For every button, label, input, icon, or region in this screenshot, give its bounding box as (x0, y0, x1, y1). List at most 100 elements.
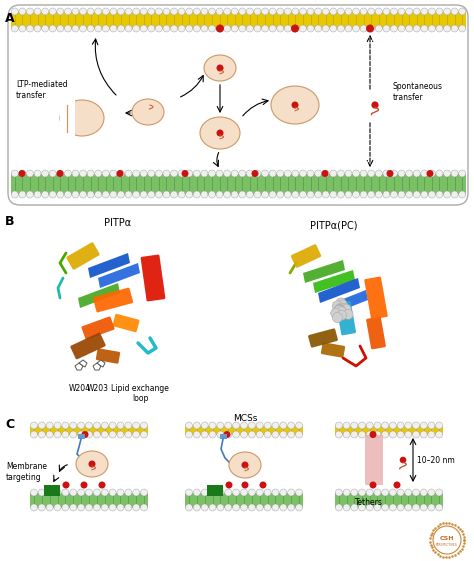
Circle shape (246, 25, 254, 32)
Circle shape (185, 504, 192, 511)
Circle shape (95, 191, 102, 198)
Circle shape (459, 25, 466, 32)
Circle shape (370, 431, 376, 438)
Circle shape (63, 481, 70, 489)
Circle shape (80, 25, 87, 32)
Circle shape (30, 489, 37, 496)
Circle shape (248, 489, 255, 496)
Circle shape (386, 170, 393, 177)
Circle shape (272, 504, 279, 511)
Circle shape (239, 8, 246, 15)
Circle shape (341, 304, 351, 314)
Circle shape (64, 191, 72, 198)
Circle shape (413, 170, 420, 177)
Circle shape (117, 422, 124, 429)
Circle shape (300, 8, 307, 15)
Circle shape (254, 25, 261, 32)
Circle shape (444, 170, 451, 177)
Circle shape (19, 8, 26, 15)
Polygon shape (333, 290, 368, 313)
Text: PITPα: PITPα (104, 218, 132, 228)
Circle shape (343, 309, 353, 319)
Circle shape (178, 8, 185, 15)
Circle shape (436, 170, 443, 177)
Circle shape (248, 422, 255, 429)
Circle shape (125, 504, 132, 511)
Circle shape (382, 489, 389, 496)
Circle shape (140, 191, 147, 198)
Circle shape (163, 8, 170, 15)
Circle shape (288, 431, 295, 438)
Circle shape (163, 170, 170, 177)
Circle shape (231, 170, 238, 177)
Circle shape (201, 431, 208, 438)
Circle shape (321, 170, 328, 177)
Circle shape (248, 431, 255, 438)
Bar (30, 425, 148, 435)
Circle shape (19, 170, 26, 177)
Circle shape (80, 191, 87, 198)
Bar (365, 435, 383, 485)
Circle shape (133, 191, 140, 198)
Circle shape (307, 170, 314, 177)
Circle shape (375, 170, 383, 177)
Circle shape (163, 25, 170, 32)
Circle shape (140, 8, 147, 15)
Circle shape (225, 422, 232, 429)
Bar (220, 434, 227, 439)
Circle shape (80, 170, 87, 177)
Circle shape (19, 25, 26, 32)
Circle shape (240, 422, 247, 429)
Circle shape (337, 307, 346, 316)
FancyBboxPatch shape (141, 255, 165, 301)
Circle shape (459, 170, 466, 177)
Circle shape (87, 191, 94, 198)
Circle shape (225, 489, 232, 496)
Circle shape (102, 8, 109, 15)
Circle shape (393, 481, 401, 489)
Circle shape (42, 170, 49, 177)
Circle shape (427, 170, 434, 177)
Circle shape (133, 422, 140, 429)
Circle shape (284, 25, 292, 32)
Circle shape (233, 431, 240, 438)
Circle shape (412, 489, 419, 496)
Circle shape (125, 25, 132, 32)
Circle shape (351, 422, 358, 429)
Circle shape (171, 25, 178, 32)
Circle shape (133, 504, 140, 511)
Circle shape (334, 305, 344, 315)
Circle shape (178, 191, 185, 198)
Circle shape (375, 25, 383, 32)
Ellipse shape (271, 86, 319, 124)
Circle shape (421, 170, 428, 177)
Circle shape (391, 170, 398, 177)
Circle shape (42, 25, 49, 32)
Circle shape (391, 25, 398, 32)
Circle shape (412, 431, 419, 438)
Circle shape (252, 170, 258, 177)
FancyBboxPatch shape (365, 277, 388, 319)
Circle shape (11, 191, 18, 198)
Circle shape (217, 130, 224, 136)
Circle shape (117, 489, 124, 496)
Circle shape (272, 422, 279, 429)
Circle shape (451, 25, 458, 32)
Circle shape (353, 8, 360, 15)
Circle shape (85, 504, 92, 511)
Circle shape (231, 191, 238, 198)
Circle shape (110, 170, 117, 177)
Bar (185, 425, 303, 435)
Circle shape (201, 504, 208, 511)
Bar (30, 493, 148, 508)
Circle shape (93, 504, 100, 511)
Circle shape (101, 431, 108, 438)
Circle shape (140, 170, 147, 177)
Circle shape (133, 489, 140, 496)
Circle shape (201, 422, 208, 429)
Circle shape (315, 25, 322, 32)
Circle shape (406, 170, 413, 177)
Circle shape (280, 489, 287, 496)
Circle shape (330, 191, 337, 198)
Circle shape (224, 191, 231, 198)
